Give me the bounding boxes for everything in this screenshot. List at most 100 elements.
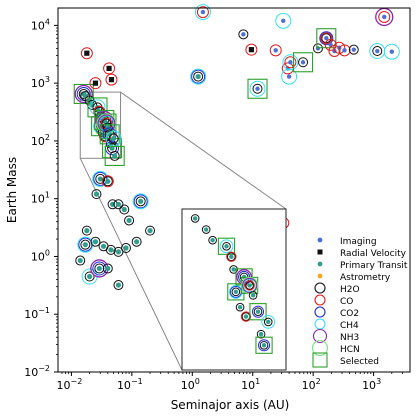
data-ring-co <box>89 77 102 90</box>
data-marker-primary-transit <box>105 265 111 272</box>
data-ring-h2o <box>238 29 249 40</box>
legend-label-hcn: HCN <box>340 345 360 355</box>
data-ring-ch4 <box>275 12 292 29</box>
data-marker-primary-transit <box>82 93 88 99</box>
inset-ring-h2o <box>253 307 263 317</box>
legend-label-selected: Selected <box>340 357 379 367</box>
data-point <box>81 268 98 285</box>
data-point <box>81 225 92 236</box>
data-marker-imaging <box>273 48 278 53</box>
data-point <box>102 263 113 274</box>
data-point <box>375 7 394 27</box>
data-ring-co2 <box>319 31 334 46</box>
data-ring-co <box>245 43 258 56</box>
inset-ring-h2o <box>259 340 269 350</box>
inset-ring-h2o <box>229 265 238 274</box>
data-ring-h2o <box>298 57 309 68</box>
inset-marker-primary-transit <box>266 319 271 325</box>
data-ring-co <box>324 38 337 51</box>
data-ring-co <box>196 6 209 19</box>
inset-point <box>190 214 200 223</box>
inset-ring-h2o <box>248 291 258 300</box>
data-ring-h2o <box>75 255 86 266</box>
inset-ring-h2o <box>245 281 254 290</box>
inset-ring-nh3 <box>241 277 258 294</box>
inset-ring-co2 <box>251 305 265 318</box>
legend-layer: Imaging Radial Velocity Primary Transit Ast… <box>311 237 408 368</box>
data-marker-imaging <box>286 74 292 79</box>
data-point <box>101 175 114 188</box>
legend-marker-primary-transit <box>317 261 323 267</box>
inset-ring-co <box>226 251 237 262</box>
data-point <box>75 255 86 266</box>
inset-point <box>256 329 266 339</box>
inset-marker-primary-transit <box>247 283 252 288</box>
inset-ring-h2o <box>208 235 217 245</box>
legend-label-ch4: CH4 <box>340 321 359 331</box>
inset-ring-co2 <box>258 339 271 352</box>
inset-marker-primary-transit <box>231 267 236 272</box>
data-selected-square <box>104 145 125 166</box>
data-ring-co <box>284 56 297 69</box>
data-ring-h2o <box>312 43 323 54</box>
inset-ring-h2o <box>222 241 231 251</box>
data-point <box>90 236 101 247</box>
data-selected-square <box>73 83 94 105</box>
data-point <box>245 43 258 56</box>
data-point <box>113 199 124 210</box>
inset-marker-primary-transit <box>261 343 267 348</box>
inset-ring-h2o <box>201 225 211 234</box>
data-marker-imaging <box>241 32 246 37</box>
data-point <box>238 29 249 40</box>
inset-marker-primary-transit <box>229 254 234 259</box>
x-tick-label: 103 <box>362 377 381 392</box>
data-selected-square <box>292 52 314 73</box>
data-point <box>105 73 118 86</box>
y-tick-label: 102 <box>31 133 50 148</box>
data-ring-h2o <box>102 263 113 274</box>
data-ring-co <box>269 44 282 57</box>
data-marker-imaging <box>281 18 286 24</box>
inset-marker-primary-transit <box>210 237 215 243</box>
data-ring-co <box>333 41 346 54</box>
data-ring-hcn <box>96 113 117 134</box>
data-ring-h2o <box>105 244 116 255</box>
inset-marker-primary-transit <box>258 331 264 337</box>
inset-marker-primary-transit <box>192 216 198 221</box>
plot-frame <box>57 7 411 373</box>
inset-point <box>201 225 211 234</box>
x-tick-label: 10−1 <box>117 377 143 392</box>
data-point <box>132 193 149 210</box>
data-marker-imaging <box>351 47 356 52</box>
data-marker-primary-transit <box>138 198 144 204</box>
data-ring-co <box>101 175 114 188</box>
data-point <box>103 62 116 75</box>
y-tick-label: 100 <box>31 248 50 263</box>
data-point <box>113 280 124 291</box>
data-point <box>119 204 130 215</box>
data-ring-ch4 <box>194 4 211 21</box>
data-marker-imaging <box>200 9 206 15</box>
inset-ring-co <box>240 311 252 322</box>
inset-marker-primary-transit <box>243 314 249 319</box>
inset-point <box>241 276 259 295</box>
data-marker-primary-transit <box>108 247 114 253</box>
data-marker-radial-velocity <box>92 80 99 86</box>
data-ring-ch4 <box>132 193 149 210</box>
y-tick-label: 101 <box>31 191 50 206</box>
data-ring-h2o <box>109 150 120 161</box>
data-marker-primary-transit <box>121 206 127 213</box>
data-marker-primary-transit <box>134 239 140 245</box>
data-ring-co <box>105 73 118 86</box>
data-marker-radial-velocity <box>84 50 90 56</box>
data-marker-primary-transit <box>87 273 93 280</box>
data-marker-primary-transit <box>97 176 103 182</box>
data-marker-primary-transit <box>195 73 201 80</box>
data-ring-h2o <box>120 243 131 254</box>
data-point <box>383 43 400 60</box>
inset-marker-primary-transit <box>233 289 239 295</box>
data-marker-primary-transit <box>123 245 129 251</box>
data-marker-imaging <box>382 14 387 20</box>
inset-point <box>249 303 267 321</box>
